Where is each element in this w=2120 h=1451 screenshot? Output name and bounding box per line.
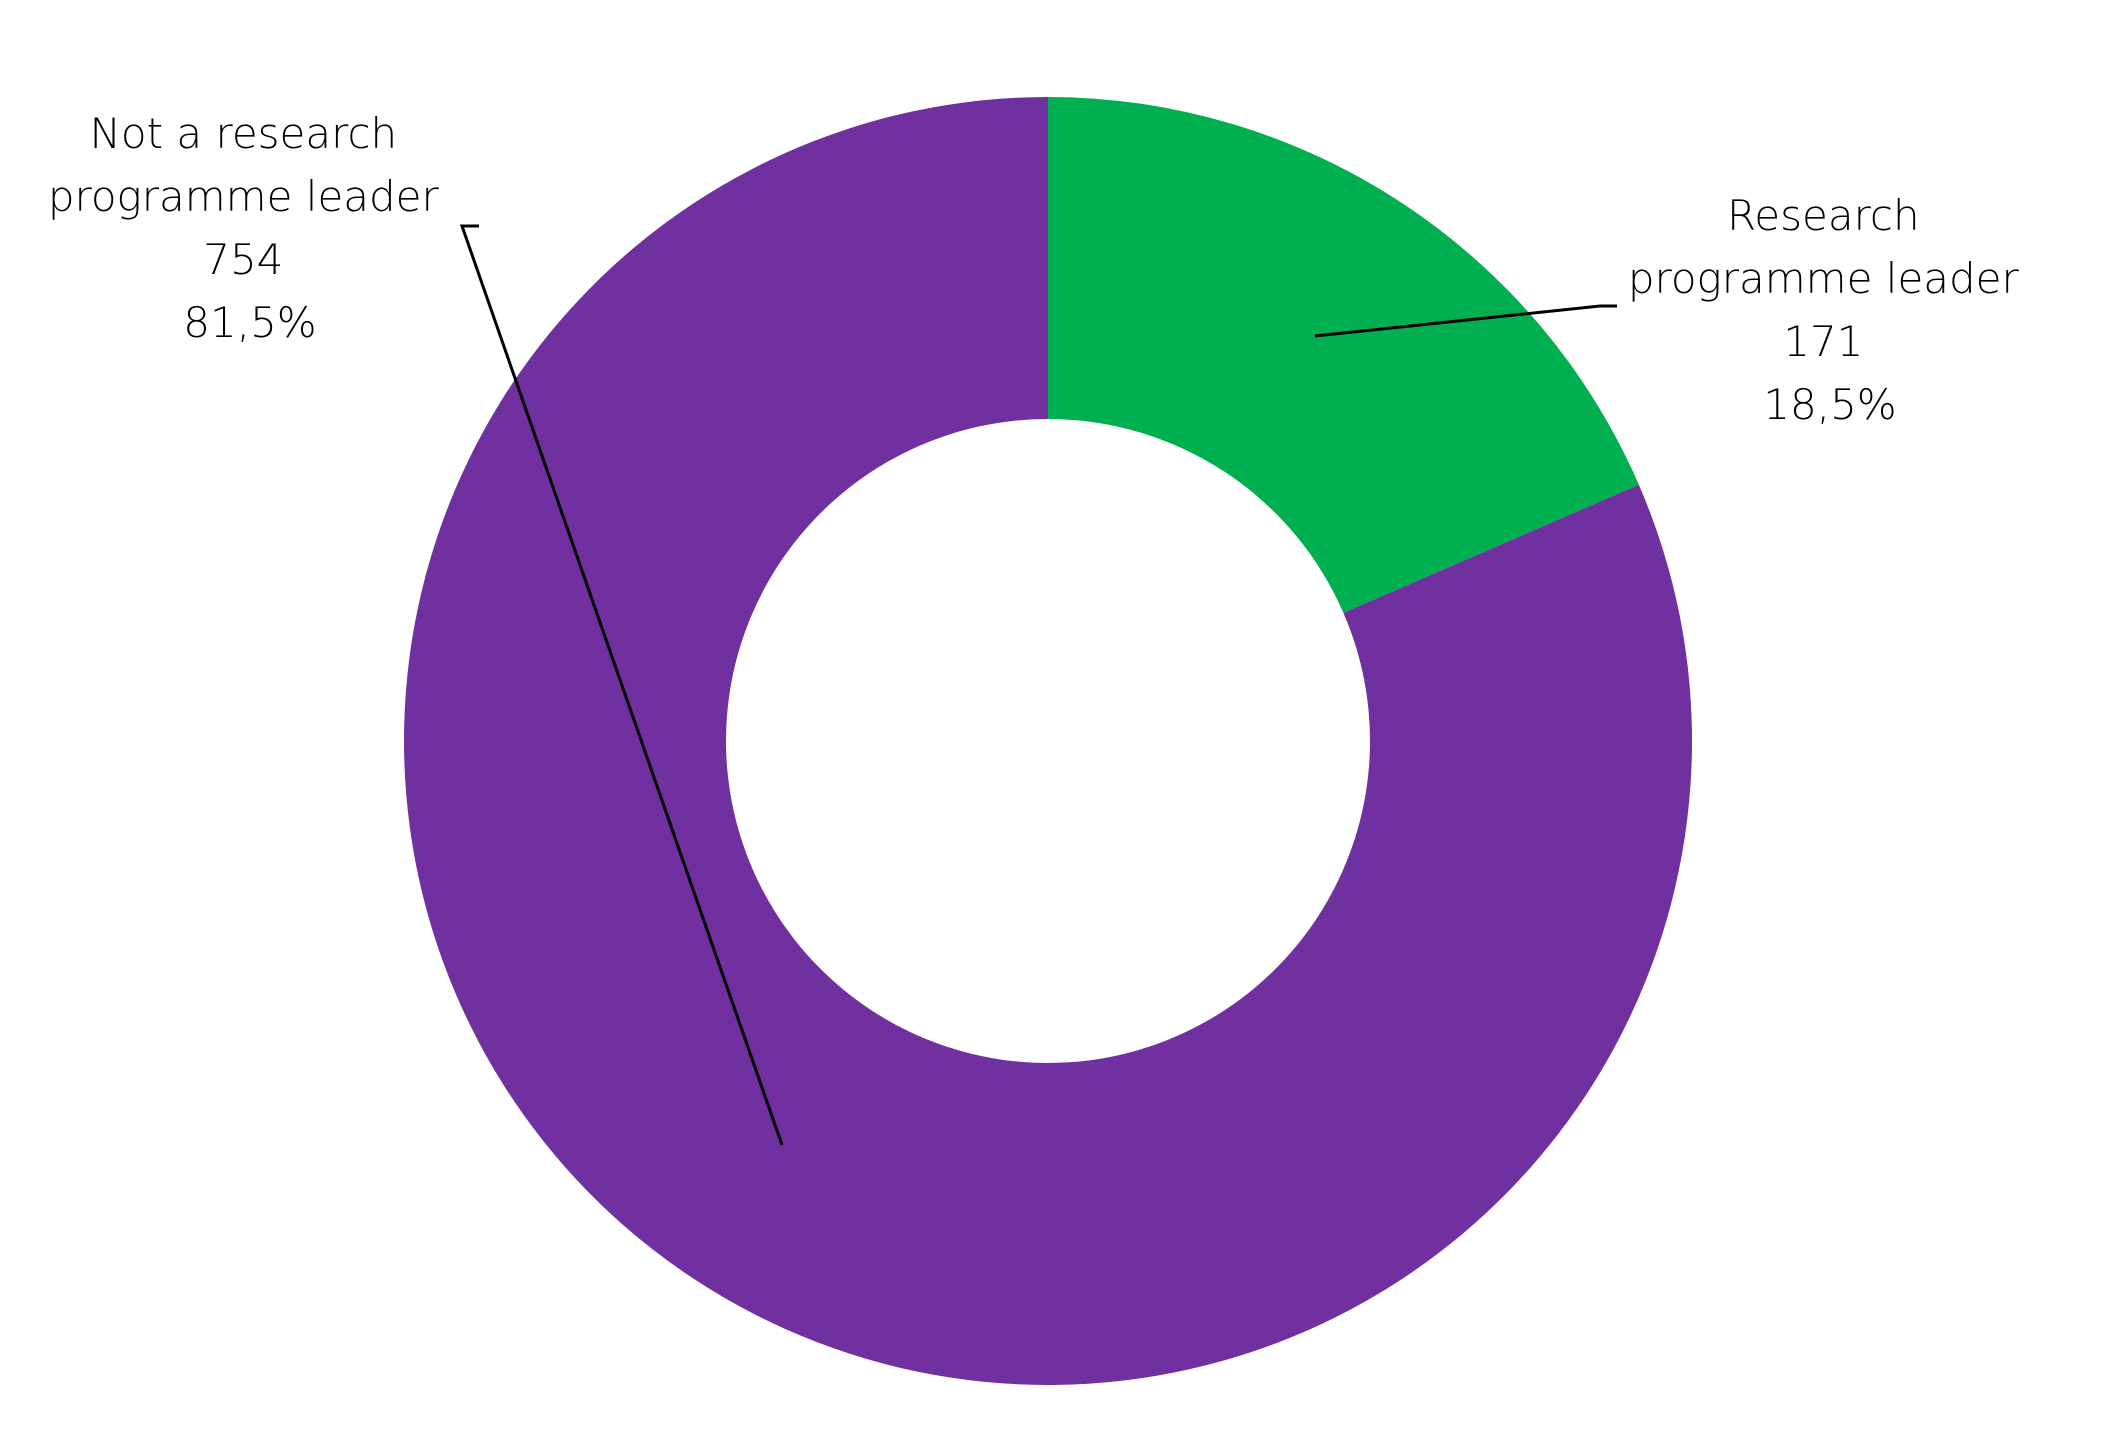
donut-slices xyxy=(404,97,1693,1385)
slice-not-a-research-programme-leader xyxy=(404,97,1693,1385)
leader-line-research-programme-leader xyxy=(1314,304,1617,338)
leader-line-not-a-research-programme-leader xyxy=(459,224,784,1146)
slice-label-research-programme-leader: Research programme leader 171 18,5% xyxy=(1628,191,2032,429)
slice-label-not-a-research-programme-leader: Not a research programme leader 754 81,5… xyxy=(48,109,452,347)
slice-research-programme-leader xyxy=(1048,97,1639,613)
